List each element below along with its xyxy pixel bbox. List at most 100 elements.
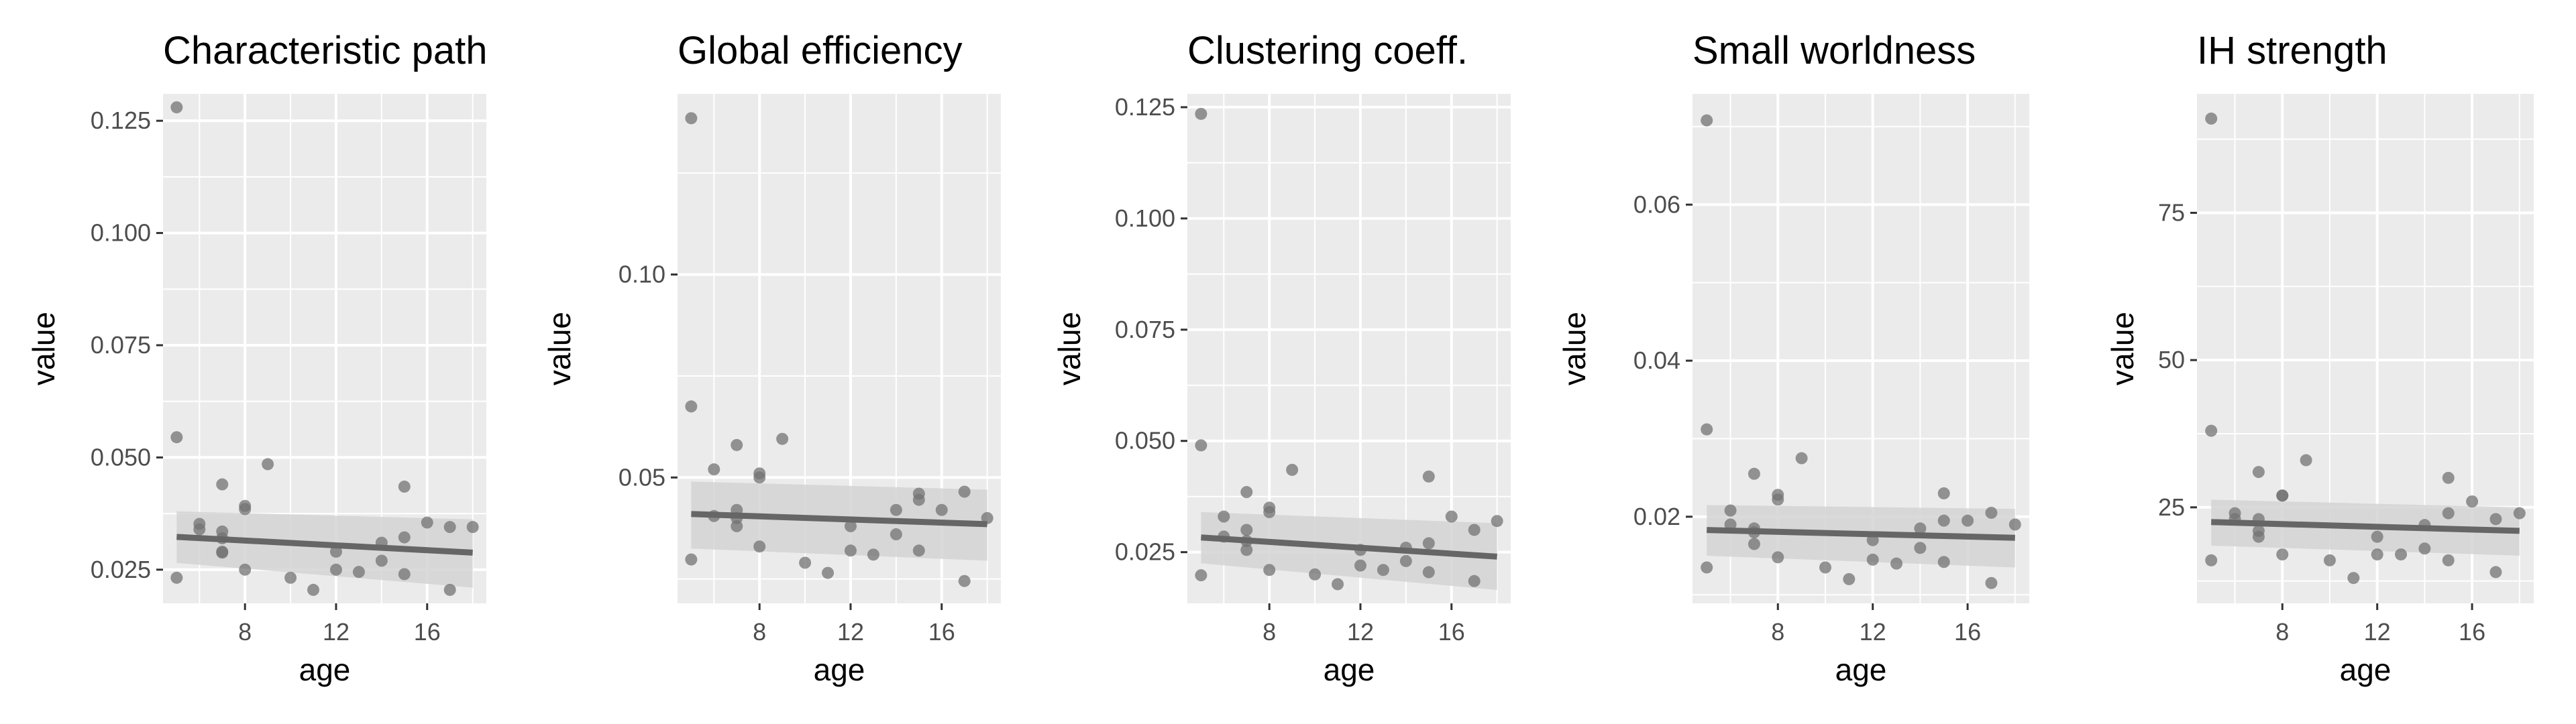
y-tick-label: 0.050 [1115, 427, 1175, 455]
data-point [2442, 554, 2455, 566]
data-point [912, 493, 925, 506]
data-point [958, 485, 971, 498]
facet-title: Small worldness [1693, 29, 1976, 72]
data-point [799, 556, 812, 569]
y-axis-label: value [1557, 312, 1592, 385]
y-axis-label: value [2105, 312, 2140, 385]
facet-5: 8 12 16 25 50 75 IH strength age value [2105, 29, 2534, 687]
data-point [2489, 566, 2502, 579]
data-point [1263, 505, 1276, 518]
data-point [2205, 112, 2218, 125]
x-tick-label: 16 [928, 618, 955, 646]
data-point [2442, 507, 2455, 520]
data-point [1445, 510, 1458, 523]
x-tick-label: 16 [1438, 618, 1465, 646]
data-point [421, 516, 433, 529]
trend-line [176, 534, 473, 556]
x-axis-label: age [814, 652, 865, 687]
x-tick-label: 16 [414, 618, 441, 646]
y-axis-label: value [542, 312, 577, 385]
y-tick-label: 0.125 [1115, 93, 1175, 121]
data-point [1263, 564, 1276, 577]
data-point [1218, 510, 1230, 523]
y-tick-label: 0.10 [619, 260, 665, 288]
data-point [2466, 495, 2479, 507]
data-point [685, 553, 698, 566]
y-tick-label: 0.125 [91, 107, 151, 134]
data-point [1748, 538, 1760, 550]
data-point [2395, 548, 2408, 561]
data-point [890, 503, 902, 516]
data-point [1422, 566, 1435, 579]
data-point [1240, 544, 1253, 556]
data-point [2513, 507, 2526, 520]
data-point [1795, 452, 1808, 465]
x-tick-label: 16 [1954, 618, 1981, 646]
x-tick-label: 12 [323, 618, 350, 646]
facet-3: 8 12 16 0.025 0.050 0.075 0.100 0.125 Clustering… [1052, 29, 1511, 687]
data-point [170, 101, 183, 114]
data-point [1866, 553, 1879, 566]
data-point [1286, 463, 1299, 476]
data-point [352, 566, 365, 579]
data-point [1937, 556, 1950, 568]
facet-title: IH strength [2197, 29, 2387, 72]
y-tick-label: 50 [2158, 346, 2185, 373]
data-point [1309, 568, 1322, 581]
data-point [239, 503, 252, 516]
data-point [329, 563, 342, 576]
y-tick-label: 75 [2158, 198, 2185, 226]
data-point [1399, 554, 1412, 567]
data-point [2205, 424, 2218, 437]
data-point [2300, 454, 2312, 467]
data-point [1468, 575, 1481, 587]
data-point [2347, 572, 2360, 585]
x-tick-label: 8 [753, 618, 766, 646]
data-point [1985, 506, 1998, 519]
x-tick-label: 12 [837, 618, 864, 646]
x-tick-label: 12 [2364, 618, 2391, 646]
data-point [2442, 471, 2455, 484]
trend-line [1201, 534, 1497, 560]
data-point [1377, 564, 1389, 577]
data-point [375, 554, 388, 567]
data-point [1843, 572, 1856, 585]
x-tick-label: 8 [2275, 618, 2289, 646]
data-point [2489, 513, 2502, 526]
data-point [1354, 559, 1366, 572]
data-point [2252, 530, 2265, 543]
data-point [216, 546, 229, 559]
data-point [1422, 470, 1435, 483]
facet-title: Clustering coeff. [1187, 29, 1468, 72]
x-tick-label: 8 [1263, 618, 1276, 646]
data-point [1240, 524, 1253, 536]
data-point [307, 583, 320, 596]
data-point [1195, 439, 1208, 452]
y-tick-label: 0.02 [1633, 503, 1680, 530]
data-point [2276, 489, 2289, 502]
data-point [1240, 486, 1253, 499]
data-point [398, 480, 411, 493]
y-tick-label: 0.050 [91, 443, 151, 471]
y-tick-label: 0.05 [619, 463, 665, 491]
data-point [822, 566, 835, 579]
data-point [2323, 554, 2336, 566]
data-point [731, 520, 743, 532]
data-point [1468, 524, 1481, 536]
data-point [2252, 466, 2265, 479]
x-tick-label: 8 [238, 618, 252, 646]
data-point [753, 540, 766, 553]
data-point [216, 478, 229, 491]
data-point [2276, 548, 2289, 561]
x-axis-label: age [1324, 652, 1375, 687]
y-tick-label: 0.06 [1633, 190, 1680, 218]
trend-line [691, 511, 987, 528]
data-point [935, 503, 948, 516]
x-axis-label: age [299, 652, 351, 687]
data-point [1914, 542, 1927, 554]
data-point [1491, 515, 1503, 528]
y-tick-label: 0.075 [1115, 316, 1175, 343]
data-point [685, 112, 698, 125]
data-point [867, 548, 879, 561]
data-point [1701, 561, 1713, 574]
